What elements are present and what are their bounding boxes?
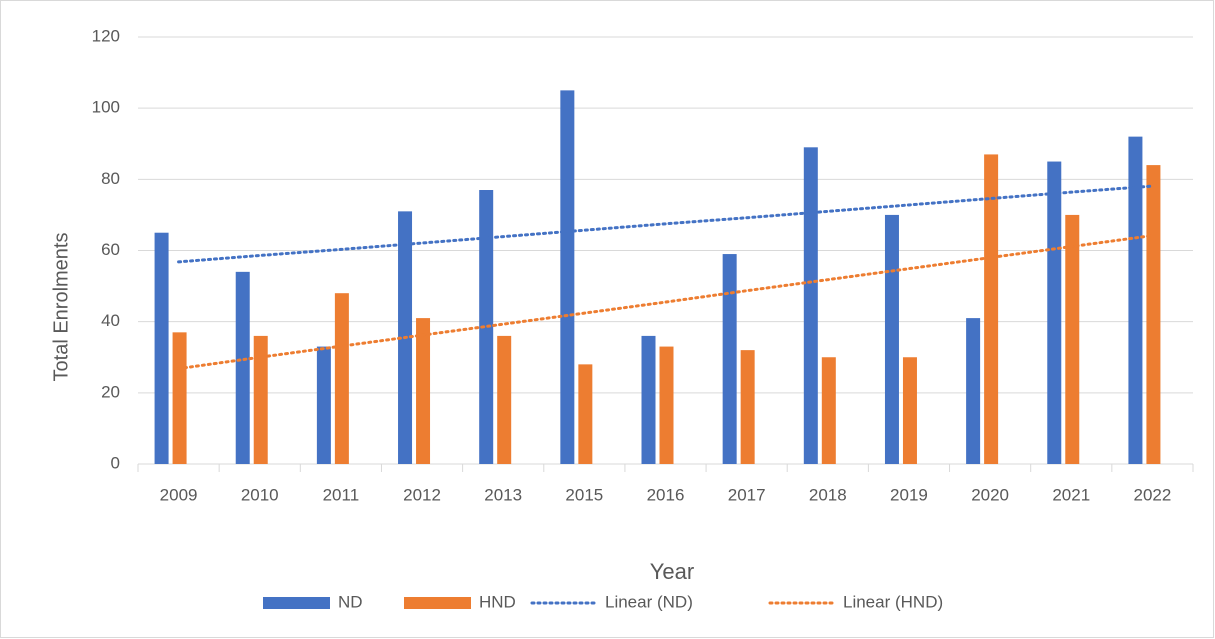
- bar: [1065, 214, 1080, 464]
- legend-label: ND: [338, 592, 363, 611]
- bar: [154, 232, 169, 464]
- bar: [821, 357, 836, 464]
- bar: [497, 335, 512, 464]
- bar: [253, 335, 268, 464]
- x-axis-title: Year: [650, 559, 694, 584]
- legend-label: Linear (ND): [605, 592, 693, 611]
- bar: [902, 357, 917, 464]
- bar: [966, 318, 981, 464]
- bar: [984, 154, 999, 465]
- x-tick-label: 2009: [160, 485, 198, 504]
- bar: [479, 190, 494, 464]
- x-tick-label: 2013: [484, 485, 522, 504]
- bar: [235, 271, 250, 464]
- bar: [659, 346, 674, 464]
- bar: [641, 335, 656, 464]
- legend-label: Linear (HND): [843, 592, 943, 611]
- y-tick-label: 20: [101, 382, 120, 401]
- bar: [884, 214, 899, 464]
- x-tick-label: 2021: [1052, 485, 1090, 504]
- bar: [334, 293, 349, 464]
- bar: [1128, 136, 1143, 464]
- bar: [803, 147, 818, 464]
- legend-swatch: [263, 597, 330, 609]
- bar: [316, 346, 331, 464]
- y-tick-label: 100: [92, 98, 120, 117]
- trendline: [177, 184, 1154, 264]
- x-tick-label: 2017: [728, 485, 766, 504]
- legend-label: HND: [479, 592, 516, 611]
- x-tick-label: 2012: [403, 485, 441, 504]
- x-tick-label: 2010: [241, 485, 279, 504]
- y-tick-label: 120: [92, 26, 120, 45]
- y-tick-label: 40: [101, 311, 120, 330]
- bar: [560, 90, 575, 464]
- bar: [1146, 165, 1161, 464]
- x-tick-label: 2020: [971, 485, 1009, 504]
- y-tick-label: 60: [101, 240, 120, 259]
- legend-swatch: [404, 597, 471, 609]
- bar: [172, 332, 187, 464]
- x-tick-label: 2016: [647, 485, 685, 504]
- x-tick-label: 2019: [890, 485, 928, 504]
- y-tick-label: 0: [111, 453, 120, 472]
- x-tick-label: 2011: [323, 485, 360, 504]
- bar: [722, 254, 737, 464]
- bar: [740, 350, 755, 464]
- x-tick-label: 2018: [809, 485, 847, 504]
- bar: [1047, 161, 1062, 464]
- bar: [578, 364, 593, 464]
- bar: [416, 318, 431, 464]
- x-tick-label: 2022: [1134, 485, 1172, 504]
- x-tick-label: 2015: [565, 485, 603, 504]
- y-tick-label: 80: [101, 169, 120, 188]
- y-axis-title: Total Enrolments: [50, 233, 72, 382]
- trendline: [177, 234, 1154, 371]
